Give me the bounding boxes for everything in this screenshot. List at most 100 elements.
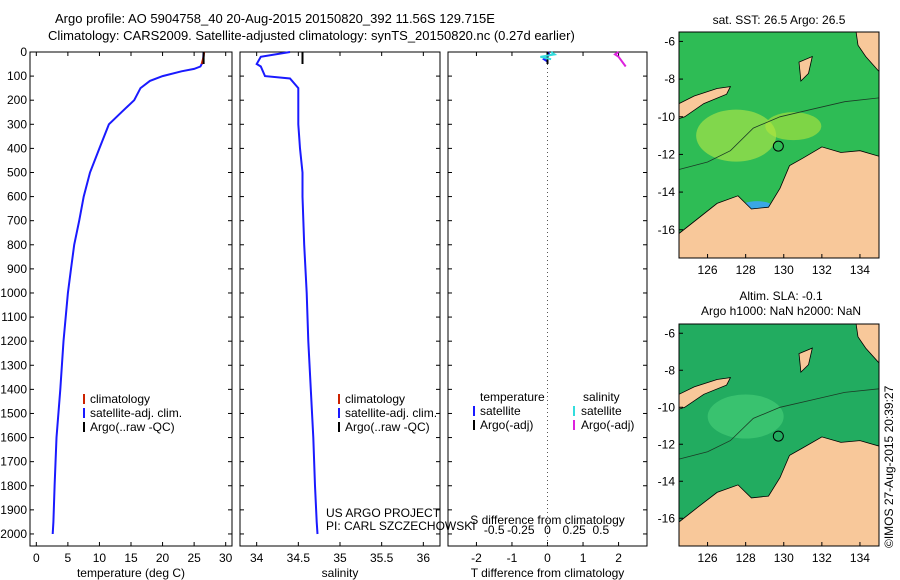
t-legend-label: Argo(-adj) [480, 418, 533, 432]
sla-map-y-tick-label: -8 [664, 363, 675, 377]
y-tick-label: 700 [7, 214, 27, 228]
temperature-legend-label: satellite-adj. clim. [90, 406, 182, 420]
difference-x-tick-label: 1 [580, 551, 587, 565]
difference-plot-frame [447, 51, 648, 547]
y-tick-label: 2000 [0, 527, 27, 541]
sst-map-depth-contour [678, 97, 880, 170]
difference-series-s-satellite [540, 51, 558, 61]
y-tick-label: 1100 [1, 310, 27, 324]
y-tick-label: 500 [7, 165, 27, 179]
temperature-x-tick-label: 15 [124, 551, 138, 565]
sst-map-y-tick-label: -14 [658, 185, 676, 199]
y-tick-label: 0 [20, 45, 27, 59]
salinity-x-tick-label: 35.5 [370, 551, 394, 565]
sla-map-y-tick-label: -14 [658, 474, 676, 488]
difference-x-tick-label: -2 [471, 551, 482, 565]
temperature-x-tick-label: 10 [93, 551, 107, 565]
s-diff-axis-label: S difference from climatology [470, 513, 625, 527]
difference-x-tick-label: 0 [544, 551, 551, 565]
salinity-x-tick-label: 34.5 [287, 551, 311, 565]
sla-map-x-tick-label: 126 [698, 551, 718, 565]
difference-axis-label: T difference from climatology [471, 566, 625, 580]
sst-map-float-marker [772, 140, 784, 152]
sla-map-y-tick-label: -12 [658, 437, 676, 451]
legend-temperature-header: temperature [480, 390, 545, 404]
legend-salinity-header: salinity [583, 390, 620, 404]
s-diff-tick-label: -0.5 [484, 523, 505, 537]
sla-patch [707, 394, 784, 439]
temperature-plot-frame [29, 51, 233, 547]
y-tick-label: 1200 [0, 334, 27, 348]
sst-map-frame [678, 31, 880, 259]
sst-warm-patch [696, 109, 777, 162]
sla-map-y-tick-label: -10 [658, 400, 676, 414]
sst-map-australia-land [678, 146, 880, 259]
sla-map-x-tick-label: 128 [736, 551, 756, 565]
salinity-x-tick-label: 36 [417, 551, 431, 565]
sla-map-y-tick-label: -16 [658, 511, 676, 525]
salinity-x-tick-label: 34 [250, 551, 264, 565]
sla-map-x-tick-label: 134 [850, 551, 870, 565]
sla-map-frame [678, 323, 880, 547]
sla-map-depth-contour [678, 388, 880, 460]
sst-map-y-tick-label: -6 [664, 34, 675, 48]
s-legend-label: satellite [581, 404, 622, 418]
sst-map-tanimbar-land [798, 55, 813, 82]
s-diff-tick-label: 0.5 [592, 523, 609, 537]
y-tick-label: 800 [7, 238, 27, 252]
temperature-axis-label: temperature (deg C) [77, 566, 185, 580]
s-diff-tick-label: -0.25 [507, 523, 535, 537]
temperature-x-tick-label: 0 [33, 551, 40, 565]
difference-x-tick-label: 2 [615, 551, 622, 565]
salinity-axis-label: salinity [322, 566, 359, 580]
temperature-series-satellite-adj-clim- [51, 51, 205, 535]
sla-map-x-tick-label: 132 [812, 551, 832, 565]
sla-map-australia-land [678, 436, 880, 547]
difference-x-tick-label: -1 [507, 551, 518, 565]
sst-map-x-tick-label: 128 [736, 263, 756, 277]
sla-map-title: Altim. SLA: -0.1 [739, 289, 823, 303]
sla-map-subtitle: Argo h1000: NaN h2000: NaN [701, 304, 861, 318]
y-tick-label: 300 [7, 117, 27, 131]
credit-project: US ARGO PROJECT [326, 506, 441, 520]
temperature-x-tick-label: 5 [65, 551, 72, 565]
y-tick-label: 1300 [0, 358, 27, 372]
y-tick-label: 600 [7, 190, 27, 204]
salinity-legend-label: satellite-adj. clim. [345, 406, 437, 420]
sst-map-y-tick-label: -16 [658, 223, 676, 237]
credit-pi: PI: CARL SZCZECHOWSKI [326, 519, 476, 533]
y-tick-label: 1800 [0, 479, 27, 493]
s-diff-tick-label: 0 [544, 523, 551, 537]
y-tick-label: 200 [7, 93, 27, 107]
sla-map-timor-land [678, 377, 732, 410]
temperature-x-tick-label: 25 [187, 551, 201, 565]
salinity-legend-label: climatology [345, 392, 405, 406]
y-tick-label: 100 [7, 69, 27, 83]
s-legend-label: Argo(-adj) [581, 418, 634, 432]
difference-series-s-argo-adj- [613, 51, 627, 68]
sla-map-y-tick-label: -6 [664, 326, 675, 340]
sla-map-float-marker [772, 430, 784, 442]
y-tick-label: 1400 [0, 382, 27, 396]
y-tick-label: 1600 [0, 431, 27, 445]
temperature-x-tick-label: 30 [219, 551, 233, 565]
sst-map-x-tick-label: 132 [812, 263, 832, 277]
y-tick-label: 1500 [0, 406, 27, 420]
temperature-legend-label: Argo(..raw -QC) [90, 420, 175, 434]
salinity-plot-frame [239, 51, 441, 547]
t-legend-label: satellite [480, 404, 521, 418]
y-tick-label: 400 [7, 141, 27, 155]
sst-map-y-tick-label: -10 [658, 110, 676, 124]
figure-title-line2: Climatology: CARS2009. Satellite-adjuste… [48, 28, 575, 43]
y-tick-label: 1700 [0, 455, 27, 469]
salinity-legend-label: Argo(..raw -QC) [345, 420, 430, 434]
sst-warm-patch [765, 112, 822, 141]
sst-map-y-tick-label: -8 [664, 72, 675, 86]
sst-map-x-tick-label: 126 [698, 263, 718, 277]
y-tick-label: 1000 [0, 286, 27, 300]
figure-title-line1: Argo profile: AO 5904758_40 20-Aug-2015 … [55, 11, 495, 26]
temperature-x-tick-label: 20 [156, 551, 170, 565]
sst-map-y-tick-label: -12 [658, 147, 676, 161]
s-diff-tick-label: 0.25 [562, 523, 586, 537]
y-tick-label: 1900 [0, 503, 27, 517]
